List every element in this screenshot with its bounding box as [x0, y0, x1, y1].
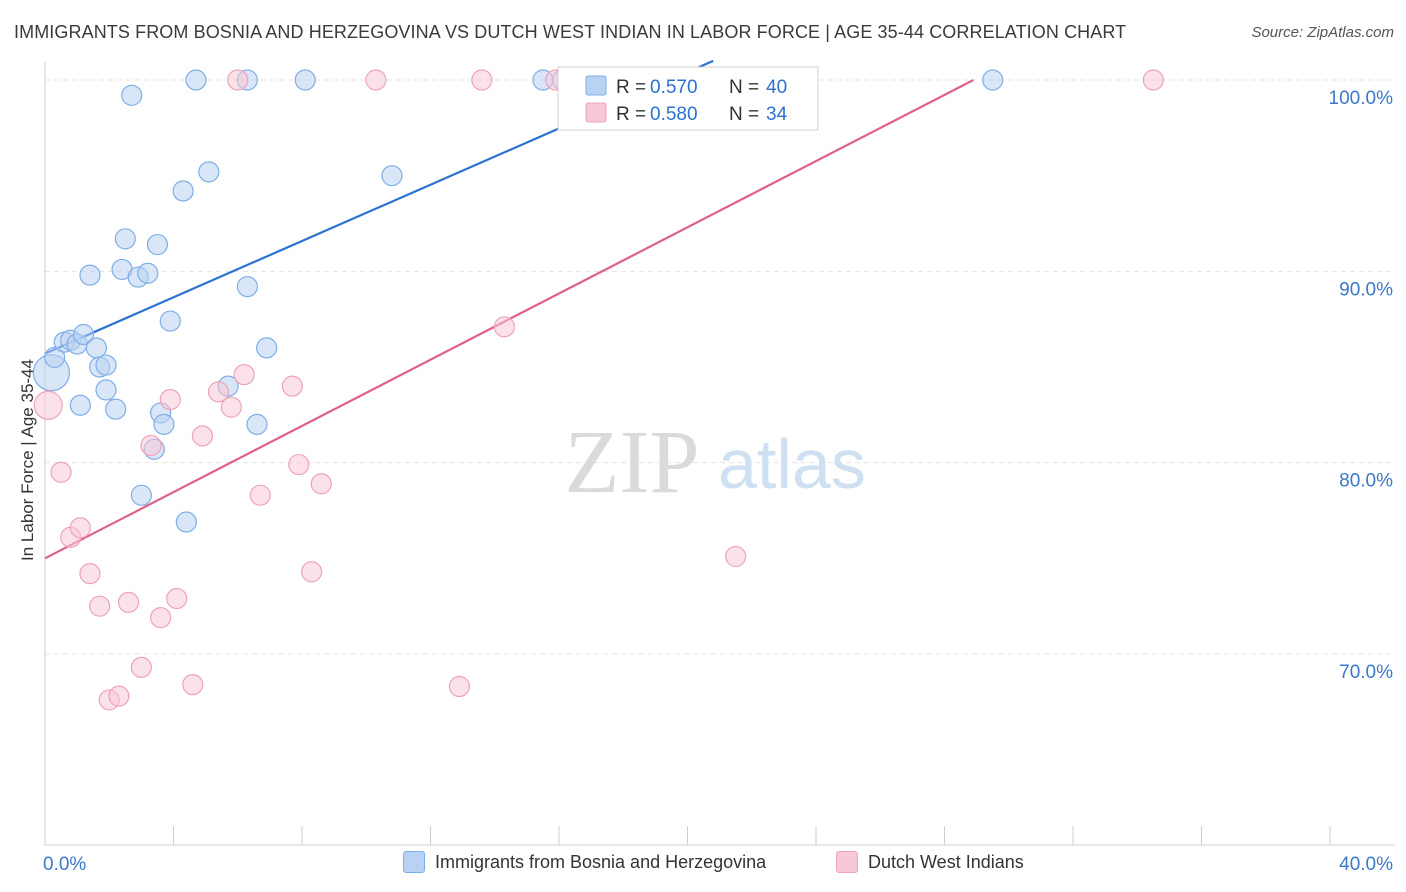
watermark-zip: ZIP	[565, 413, 700, 512]
dutch-west-indian-point	[207, 381, 230, 403]
stats-r-value-pink: 0.580	[650, 104, 698, 125]
bosnia-point	[146, 233, 169, 256]
bosnia-point	[95, 379, 117, 401]
dutch-west-indian-point	[191, 425, 214, 447]
bosnia-point	[137, 262, 159, 284]
grid-lines	[45, 79, 1395, 655]
legend-swatch-blue	[403, 851, 425, 873]
x-tick-label-max: 40.0%	[1339, 854, 1393, 875]
dutch-west-indian-point	[159, 388, 181, 411]
watermark: ZIP atlas	[565, 413, 866, 512]
stats-swatch-pink	[585, 102, 607, 123]
dutch-west-indian-point	[227, 69, 249, 91]
dutch-west-indian-point	[493, 316, 515, 338]
dutch-west-indian-point	[1142, 69, 1164, 91]
bosnia-point	[114, 228, 136, 250]
legend-item-bosnia[interactable]: Immigrants from Bosnia and Herzegovina	[403, 851, 766, 873]
dutch-west-indian-point	[117, 591, 140, 613]
data-points	[32, 69, 1164, 711]
dutch-west-indian-point	[281, 375, 303, 397]
bosnia-point	[69, 394, 91, 416]
bosnia-point	[153, 413, 175, 435]
dutch-west-indian-point	[50, 461, 72, 483]
dutch-west-indian-point	[725, 545, 747, 568]
dutch-west-indian-point	[220, 396, 242, 418]
dutch-west-indian-point	[288, 453, 310, 476]
dutch-west-indian-point	[89, 595, 111, 617]
bosnia-point	[105, 398, 127, 420]
stats-swatch-blue	[585, 75, 607, 96]
dutch-west-indian-point	[69, 517, 91, 539]
dutch-west-indian-point	[365, 69, 387, 91]
dutch-west-indian-point	[33, 390, 63, 420]
bosnia-point	[79, 264, 101, 286]
bosnia-point	[198, 161, 220, 183]
y-tick-labels: 70.0% 80.0% 90.0% 100.0%	[1329, 88, 1394, 683]
bosnia-point	[982, 69, 1004, 91]
stats-legend: R = 0.570 N = 40 R = 0.580 N = 34	[557, 66, 819, 131]
dutch-west-indian-point	[182, 674, 204, 696]
dutch-west-indian-point	[166, 587, 188, 610]
x-tick-label-min: 0.0%	[43, 854, 86, 875]
dutch-west-indian-point	[310, 473, 332, 495]
bosnia-point	[95, 354, 117, 376]
bosnia-point	[159, 310, 181, 332]
stats-r-label-blue: R =	[616, 77, 646, 98]
stats-n-label-blue: N =	[729, 77, 759, 98]
stats-r-label-pink: R =	[616, 104, 646, 125]
stats-r-value-blue: 0.570	[650, 77, 698, 98]
chart-title: IMMIGRANTS FROM BOSNIA AND HERZEGOVINA V…	[14, 22, 1127, 42]
dutch-west-indian-point	[301, 561, 323, 583]
legend-label-bosnia: Immigrants from Bosnia and Herzegovina	[435, 851, 767, 872]
bosnia-point	[294, 69, 316, 91]
y-tick-label: 90.0%	[1339, 279, 1393, 300]
bosnia-point	[130, 484, 152, 506]
legend-label-dutch-west-indians: Dutch West Indians	[868, 851, 1024, 872]
legend-item-dutch-west-indians[interactable]: Dutch West Indians	[836, 851, 1024, 873]
dutch-west-indian-point	[448, 675, 471, 698]
dutch-west-indian-point	[130, 656, 152, 678]
bosnia-point	[121, 84, 143, 106]
y-tick-label: 100.0%	[1329, 88, 1394, 109]
bosnia-point	[381, 165, 403, 187]
dutch-west-indian-point	[150, 607, 172, 629]
bosnia-point	[185, 69, 207, 91]
x-tick-labels: 0.0% 40.0%	[43, 854, 1393, 875]
bosnia-point	[44, 346, 66, 369]
dutch-west-indian-point	[233, 364, 255, 386]
stats-n-value-blue: 40	[766, 77, 787, 98]
dutch-west-indian-point	[79, 563, 101, 585]
bottom-legend: Immigrants from Bosnia and Herzegovina D…	[0, 851, 1406, 877]
y-tick-label: 70.0%	[1339, 662, 1393, 683]
watermark-atlas: atlas	[718, 425, 866, 503]
axes	[44, 62, 1395, 846]
stats-n-value-pink: 34	[766, 104, 788, 125]
dutch-west-indian-point	[140, 434, 162, 457]
y-tick-label: 80.0%	[1339, 471, 1393, 492]
dutch-west-indian-point	[471, 69, 493, 91]
bosnia-point	[236, 276, 258, 298]
legend-swatch-pink	[836, 851, 858, 873]
y-axis-label: In Labor Force | Age 35-44	[18, 359, 37, 561]
bosnia-point	[172, 180, 194, 202]
source-label: Source: ZipAtlas.com	[1251, 24, 1394, 41]
bosnia-point	[72, 323, 95, 346]
bosnia-point	[256, 337, 278, 359]
bosnia-point	[246, 413, 268, 435]
dutch-west-indian-point	[108, 685, 130, 707]
dutch-west-indian-point	[249, 484, 271, 506]
stats-n-label-pink: N =	[729, 104, 759, 125]
bosnia-point	[175, 511, 197, 533]
